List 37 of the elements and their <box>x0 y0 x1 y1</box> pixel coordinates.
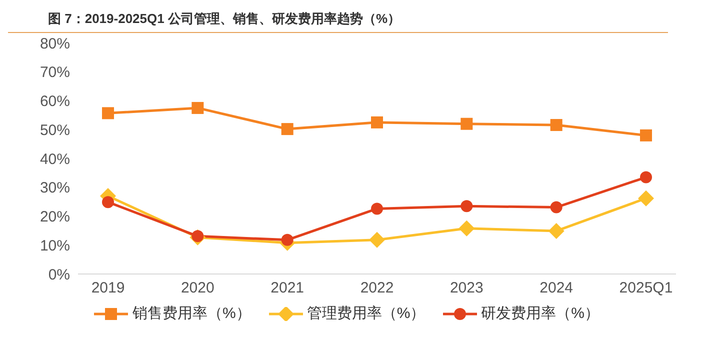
point <box>458 220 475 236</box>
y-tick-label: 70% <box>40 64 70 82</box>
x-tick-label: 2023 <box>450 280 484 297</box>
point <box>550 119 562 132</box>
point <box>550 201 562 214</box>
y-tick-label: 60% <box>40 93 70 110</box>
y-tick-label: 20% <box>40 208 70 226</box>
point <box>371 116 383 128</box>
x-tick-label: 2022 <box>360 280 394 297</box>
y-tick-label: 80% <box>40 35 70 52</box>
point <box>281 123 294 136</box>
x-tick-label: 2021 <box>270 280 304 297</box>
x-tick-label: 2019 <box>91 280 125 297</box>
x-tick-label: 2024 <box>540 280 574 297</box>
x-tick-label: 2025Q1 <box>619 280 673 297</box>
point <box>638 190 654 206</box>
point <box>281 234 294 246</box>
y-tick-label: 10% <box>40 237 70 254</box>
chart-title: 图 7：2019-2025Q1 公司管理、销售、研发费用率趋势（%） <box>8 8 668 33</box>
y-tick-label: 40% <box>40 150 70 168</box>
x-tick-label: 2020 <box>180 280 214 297</box>
legend-label: 管理费用率（%） <box>306 304 426 323</box>
point <box>460 118 473 130</box>
point <box>460 200 473 212</box>
y-tick-label: 0% <box>48 266 70 284</box>
point <box>640 171 652 184</box>
legend-label: 销售费用率（%） <box>132 304 251 323</box>
point <box>371 202 383 215</box>
y-tick-label: 50% <box>40 122 70 139</box>
point <box>640 129 652 142</box>
y-tick-label: 30% <box>40 180 70 197</box>
point <box>369 232 385 248</box>
point <box>548 222 564 239</box>
legend-label: 研发费用率（%） <box>481 304 600 323</box>
point <box>192 102 204 114</box>
point <box>102 196 114 208</box>
point <box>102 107 114 120</box>
